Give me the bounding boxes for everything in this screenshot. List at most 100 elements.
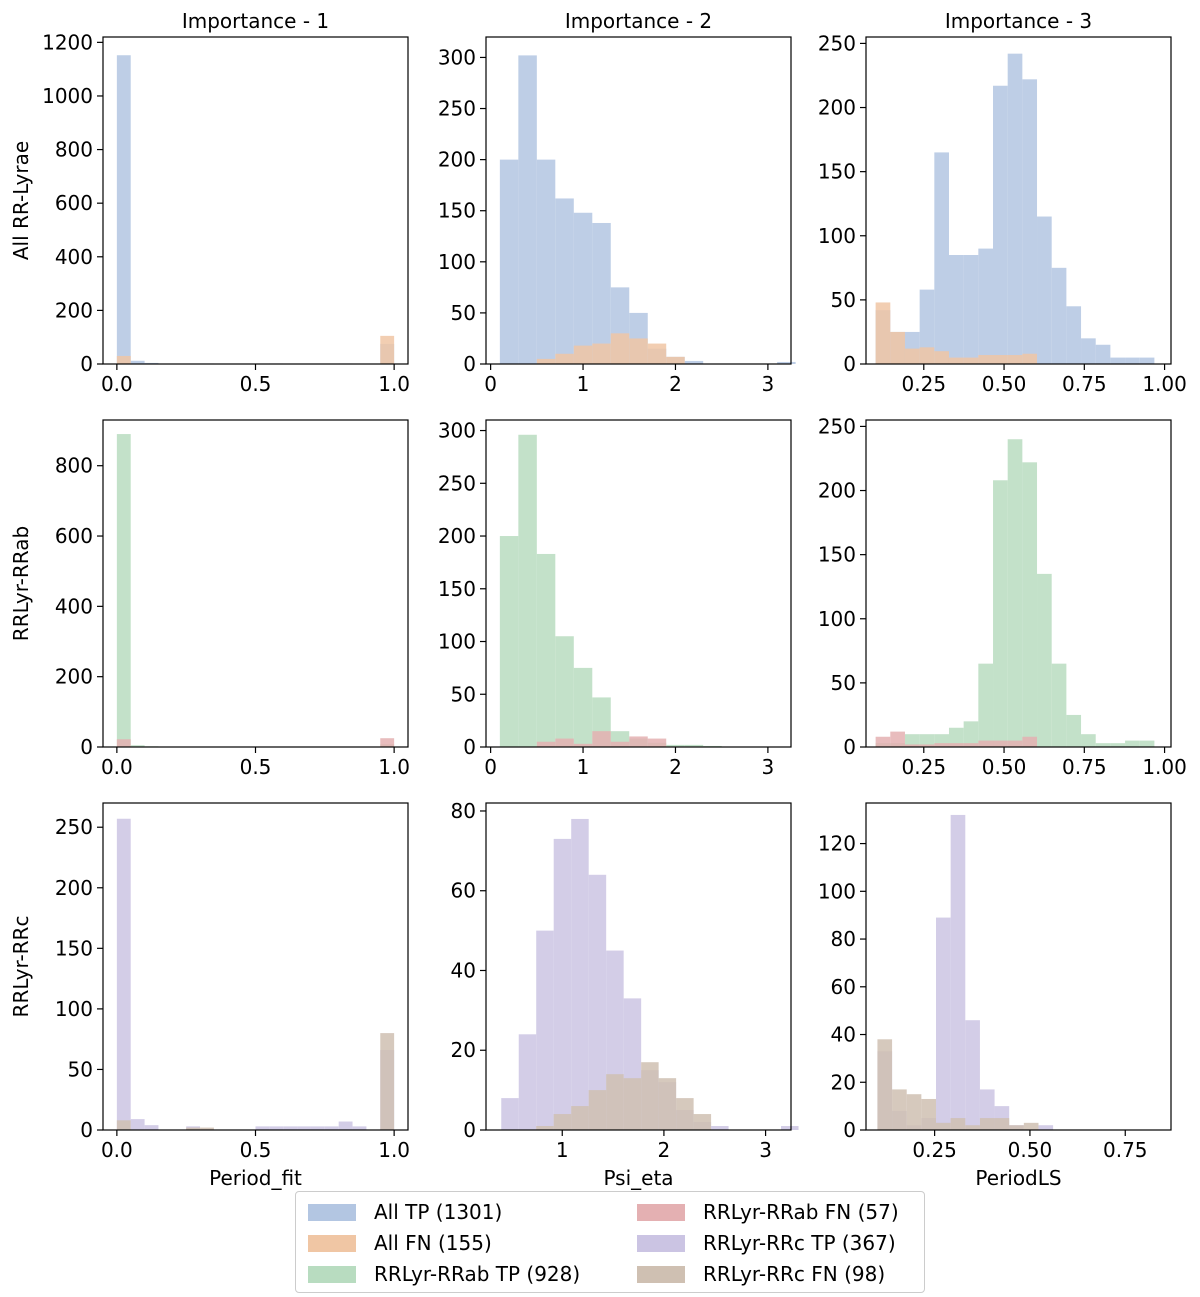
panel-frame xyxy=(485,419,792,748)
y-tick-label: 250 xyxy=(818,31,856,55)
bar-rrab_tp-1 xyxy=(518,434,537,747)
y-tick-label: 150 xyxy=(438,577,476,601)
bar-all_tp-12 xyxy=(1051,267,1067,364)
x-tick-label: 0 xyxy=(484,755,497,779)
legend-item-all-tp: All TP (1301) xyxy=(308,1198,502,1226)
y-tick-label: 50 xyxy=(831,671,856,695)
bar-all_tp-15 xyxy=(777,361,796,364)
bar-all_fn-5 xyxy=(948,357,964,364)
bar-rrab_tp-17 xyxy=(1125,740,1140,747)
legend-item-rrab-fn: RRLyr-RRab FN (57) xyxy=(637,1198,899,1226)
bar-rrc_tp-2 xyxy=(144,1125,159,1130)
x-tick-label: 0.5 xyxy=(240,1138,272,1162)
bar-rrab_fn-3 xyxy=(919,744,935,747)
bar-rrc_fn-3 xyxy=(553,1114,572,1130)
panel-frame xyxy=(865,802,1172,1131)
bar-all_fn-10 xyxy=(1022,353,1038,364)
bar-all_tp-5 xyxy=(592,222,611,364)
bar-rrab_fn-2 xyxy=(536,741,556,747)
y-tick-label: 40 xyxy=(831,1023,856,1047)
bar-all_fn-9 xyxy=(666,356,685,364)
bar-rrab_fn-4 xyxy=(934,743,949,747)
y-tick-label: 60 xyxy=(451,879,476,903)
y-tick-label: 200 xyxy=(55,665,93,689)
bar-all_fn-3 xyxy=(555,353,574,364)
bar-rrc_tp-5 xyxy=(588,874,607,1130)
bar-rrab_tp-3 xyxy=(555,636,574,747)
y-tick-label: 800 xyxy=(55,454,93,478)
bar-rrc_fn-6 xyxy=(606,1074,624,1130)
bar-rrab_tp-18 xyxy=(1139,740,1155,747)
bar-rrab_tp-6 xyxy=(963,721,979,747)
bar-rrc_fn-5 xyxy=(186,1127,201,1130)
bar-all_tp-5 xyxy=(948,255,964,364)
bar-all_tp-6 xyxy=(963,255,979,364)
legend-swatch-rrc-fn xyxy=(637,1265,685,1283)
y-tick-label: 150 xyxy=(55,936,93,960)
bar-rrab_tp-8 xyxy=(993,480,1008,747)
legend-swatch-all-fn xyxy=(308,1234,356,1252)
y-tick-label: 100 xyxy=(438,630,476,654)
y-tick-label: 250 xyxy=(55,815,93,839)
y-tick-label: 800 xyxy=(55,138,93,162)
x-tick-label: 0.5 xyxy=(240,372,272,396)
bar-rrc_fn-7 xyxy=(979,1118,995,1130)
x-tick-label: 2 xyxy=(658,1138,671,1162)
y-tick-label: 150 xyxy=(818,160,856,184)
bar-rrc_tp-1 xyxy=(518,1034,537,1130)
bar-all_tp-3 xyxy=(919,289,935,364)
bar-rrab_tp-4 xyxy=(573,667,593,747)
bar-rrab_fn-3 xyxy=(555,738,574,747)
bar-rrc_tp-11 xyxy=(269,1126,284,1130)
bar-rrc_fn-9 xyxy=(658,1078,677,1130)
bar-rrc_tp-10 xyxy=(255,1126,270,1130)
panel-frame xyxy=(485,802,792,1131)
y-tick-label: 80 xyxy=(451,799,476,823)
bar-rrab_fn-6 xyxy=(610,741,630,747)
bar-rrc_fn-5 xyxy=(950,1118,966,1130)
bar-all_tp-3 xyxy=(555,198,574,364)
y-tick-label: 200 xyxy=(818,96,856,120)
panel-1-1: 0.0 0.5 1.0 0 200 400 600 800 1000 1200 Importance… xyxy=(9,9,410,396)
legend-swatch-rrab-fn xyxy=(637,1203,685,1221)
bar-all_tp-4 xyxy=(934,152,949,364)
panel-frame xyxy=(102,802,409,1131)
y-tick-label: 80 xyxy=(831,927,856,951)
x-tick-label: 3 xyxy=(762,372,775,396)
bar-rrab_fn-10 xyxy=(1022,736,1038,747)
row-label: All RR-Lyrae xyxy=(9,141,33,260)
x-tick-label: 0.50 xyxy=(1008,1138,1053,1162)
bar-rrc_fn-5 xyxy=(588,1090,607,1130)
x-tick-label: 1 xyxy=(556,1138,569,1162)
bar-all_fn-9 xyxy=(1007,355,1023,364)
bar-rrc_tp-0 xyxy=(116,818,131,1130)
legend-item-rrc-fn: RRLyr-RRc FN (98) xyxy=(637,1260,885,1288)
x-tick-label: 0.25 xyxy=(912,1138,957,1162)
bar-all_tp-7 xyxy=(978,248,994,364)
y-tick-label: 200 xyxy=(438,524,476,548)
bar-rrab_fn-0 xyxy=(875,736,891,747)
y-tick-label: 300 xyxy=(438,419,476,443)
x-tick-label: 0.0 xyxy=(101,1138,133,1162)
bar-rrc_tp-12 xyxy=(283,1126,298,1130)
x-tick-label: 0.25 xyxy=(902,372,947,396)
bar-rrab_tp-3 xyxy=(919,734,935,747)
y-tick-label: 250 xyxy=(438,471,476,495)
legend-swatch-rrab-tp xyxy=(308,1265,356,1283)
x-tick-label: 2 xyxy=(669,755,682,779)
y-tick-label: 0 xyxy=(843,735,856,759)
panel-1-2: 0 1 2 3 0 50 100 150 200 250 300 Importance - 2 xyxy=(438,9,796,396)
bar-rrab_fn-9 xyxy=(1007,740,1023,747)
bar-rrab_tp-16 xyxy=(1110,743,1126,747)
bar-rrab_fn-19 xyxy=(380,738,395,747)
bar-rrab_fn-8 xyxy=(647,738,667,747)
bar-all_tp-18 xyxy=(1139,357,1155,364)
y-tick-label: 100 xyxy=(55,997,93,1021)
panel-frame xyxy=(865,36,1172,365)
y-tick-label: 0 xyxy=(843,352,856,376)
bar-rrab_fn-0 xyxy=(116,739,131,747)
bar-all_fn-4 xyxy=(573,345,593,364)
bar-rrab_fn-8 xyxy=(993,740,1008,747)
bar-rrc_tp-16 xyxy=(781,1126,799,1130)
